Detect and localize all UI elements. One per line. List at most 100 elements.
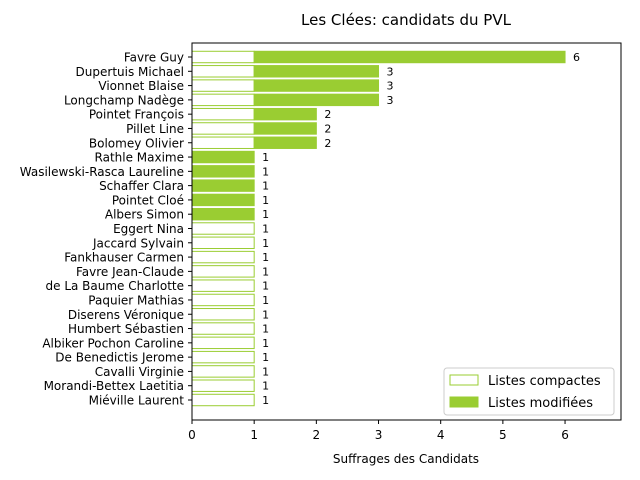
y-tick-label: Fankhauser Carmen <box>64 251 184 265</box>
y-tick-label: Morandi-Bettex Laetitia <box>44 379 184 393</box>
value-label: 1 <box>262 323 269 336</box>
bar-modifiees <box>191 150 255 164</box>
value-label: 1 <box>262 337 269 350</box>
bar-compactes <box>191 393 255 407</box>
plot-frame <box>191 42 622 421</box>
legend-swatch-compactes <box>449 374 479 386</box>
value-label: 1 <box>262 223 269 236</box>
value-label: 1 <box>262 294 269 307</box>
bar-compactes <box>191 336 255 350</box>
value-label: 2 <box>324 108 331 121</box>
bar-compactes <box>191 279 255 292</box>
y-tick-label: Paquier Mathias <box>88 293 184 307</box>
y-tick-label: Pointet Cloé <box>112 193 184 207</box>
bar-compactes <box>191 222 255 235</box>
value-label: 1 <box>262 365 269 378</box>
chart-title: Les Clées: candidats du PVL <box>301 11 512 29</box>
x-tick-label: 1 <box>250 428 258 442</box>
y-tick-label: Albers Simon <box>105 208 184 222</box>
value-label: 3 <box>387 94 394 107</box>
value-label: 1 <box>262 280 269 293</box>
bar-compactes <box>191 379 255 392</box>
y-tick-label: Wasilewski-Rasca Laureline <box>20 165 184 179</box>
value-label: 1 <box>262 165 269 178</box>
x-tick-label: 0 <box>188 428 196 442</box>
legend-frame <box>443 367 615 416</box>
legend-swatch-modifiees <box>449 396 479 408</box>
value-label: 1 <box>262 208 269 221</box>
value-label: 1 <box>262 237 269 250</box>
value-label: 1 <box>262 308 269 321</box>
y-tick-label: Vionnet Blaise <box>98 79 184 93</box>
bar-modifiees <box>253 79 380 92</box>
bar-compactes <box>191 50 255 64</box>
y-tick-label: Dupertuis Michael <box>76 65 184 79</box>
value-label: 2 <box>324 122 331 135</box>
legend-label-modifiees: Listes modifiées <box>488 396 593 411</box>
y-tick-label: de La Baume Charlotte <box>46 279 185 293</box>
x-tick-label: 2 <box>313 428 321 442</box>
y-tick-label: Eggert Nina <box>113 222 184 236</box>
value-label: 1 <box>262 194 269 207</box>
bar-compactes <box>191 136 255 149</box>
y-tick-label: Bolomey Olivier <box>89 136 184 150</box>
y-tick-label: Albiker Pochon Caroline <box>42 336 184 350</box>
value-label: 1 <box>262 351 269 364</box>
y-tick-label: Miéville Laurent <box>89 394 185 408</box>
bar-compactes <box>191 107 255 121</box>
bar-compactes <box>191 308 255 321</box>
bar-modifiees <box>253 107 317 121</box>
x-ticks: 0 1 2 3 4 5 6 <box>188 420 569 442</box>
x-axis-label: Suffrages des Candidats <box>333 452 479 466</box>
y-tick-label: De Benedictis Jerome <box>55 351 184 365</box>
bar-compactes <box>191 350 255 364</box>
legend: Listes compactes Listes modifiées <box>443 367 615 416</box>
y-tick-label: Longchamp Nadège <box>64 93 184 107</box>
bar-compactes <box>191 265 255 278</box>
x-tick-label: 6 <box>561 428 569 442</box>
bar-compactes <box>191 65 255 78</box>
bar-modifiees <box>253 136 317 149</box>
bar-modifiees <box>191 165 255 178</box>
bar-modifiees <box>253 50 566 64</box>
value-label: 1 <box>262 180 269 193</box>
value-label: 2 <box>324 137 331 150</box>
bars-layer <box>191 50 566 407</box>
y-tick-label: Diserens Véronique <box>68 308 184 322</box>
bar-modifiees <box>191 193 255 207</box>
value-label: 3 <box>387 80 394 93</box>
bar-modifiees <box>191 207 255 221</box>
bar-compactes <box>191 250 255 264</box>
x-tick-label: 4 <box>437 428 445 442</box>
bar-modifiees <box>253 122 317 135</box>
y-tick-label: Rathle Maxime <box>95 151 184 165</box>
value-label: 6 <box>573 51 580 64</box>
legend-label-compactes: Listes compactes <box>488 374 601 389</box>
bar-modifiees <box>253 65 380 78</box>
value-label: 1 <box>262 380 269 393</box>
x-tick-label: 3 <box>375 428 383 442</box>
value-label: 1 <box>262 151 269 164</box>
value-label: 1 <box>262 394 269 407</box>
x-tick-label: 5 <box>499 428 507 442</box>
value-label: 1 <box>262 265 269 278</box>
value-label: 3 <box>387 65 394 78</box>
bar-modifiees <box>253 93 380 107</box>
bar-compactes <box>191 236 255 250</box>
bar-compactes <box>191 322 255 335</box>
y-tick-label: Favre Jean-Claude <box>76 265 184 279</box>
value-label: 1 <box>262 251 269 264</box>
bar-compactes <box>191 122 255 135</box>
y-tick-label: Favre Guy <box>124 51 184 65</box>
y-tick-label: Humbert Sébastien <box>68 322 184 336</box>
y-tick-label: Jaccard Sylvain <box>92 236 184 250</box>
bar-compactes <box>191 365 255 378</box>
bar-compactes <box>191 79 255 92</box>
y-tick-label: Schaffer Clara <box>99 179 184 193</box>
y-tick-label: Cavalli Virginie <box>95 365 184 379</box>
y-tick-label: Pillet Line <box>126 122 184 136</box>
bar-modifiees <box>191 179 255 192</box>
